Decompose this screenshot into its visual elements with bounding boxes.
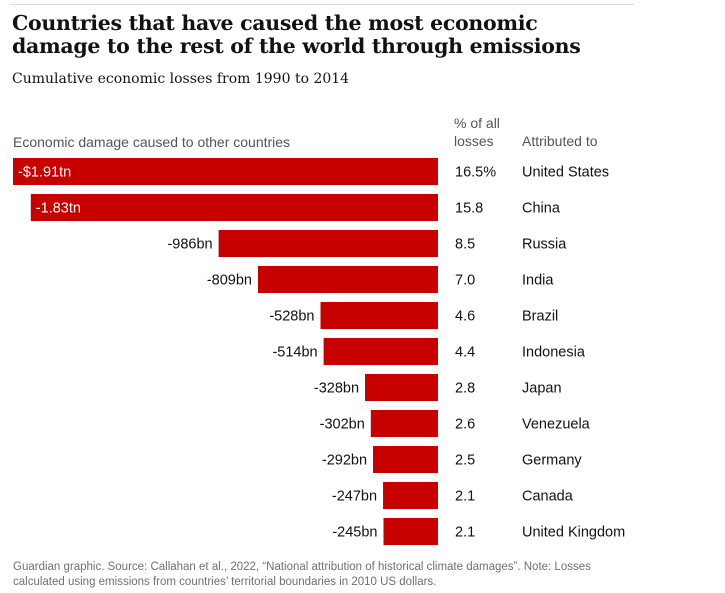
percent-label: 2.8	[455, 381, 475, 397]
value-label: -514bn	[272, 345, 317, 361]
percent-label: 16.5%	[455, 165, 496, 181]
country-label: Canada	[522, 489, 574, 505]
damage-column-header: Economic damage caused to other countrie…	[13, 134, 291, 150]
bar-canada	[383, 482, 438, 509]
bar-venezuela	[370, 410, 438, 437]
value-label: -328bn	[314, 381, 359, 397]
country-label: Russia	[522, 237, 567, 253]
bar-russia	[218, 230, 438, 257]
percent-label: 2.1	[455, 525, 475, 541]
value-label: -247bn	[332, 489, 377, 505]
country-label: China	[522, 201, 561, 217]
value-label: -809bn	[207, 273, 252, 289]
bar-brazil	[320, 302, 438, 329]
bar-chart: -$1.91tn 16.5% United States -1.83tn 15.8 Chi…	[13, 158, 625, 545]
percent-label: 2.1	[455, 489, 475, 505]
country-label: United States	[522, 165, 609, 181]
value-label: -$1.91tn	[18, 165, 71, 181]
top-rule	[10, 4, 634, 5]
percent-column-header: % of all losses	[454, 115, 500, 149]
value-label: -528bn	[269, 309, 314, 325]
value-label: -302bn	[320, 417, 365, 433]
percent-label: 4.6	[455, 309, 475, 325]
country-label: Japan	[522, 381, 562, 397]
bar-india	[257, 266, 438, 293]
country-label: Brazil	[522, 309, 558, 325]
value-label: -1.83tn	[36, 201, 81, 217]
bar-indonesia	[323, 338, 438, 365]
chart-footer: Guardian graphic. Source: Callahan et al…	[13, 561, 591, 588]
percent-label: 7.0	[455, 273, 475, 289]
attributed-column-header: Attributed to	[522, 133, 598, 149]
percent-label: 2.5	[455, 453, 475, 469]
bar-united-states	[13, 158, 438, 185]
bar-united-kingdom	[383, 518, 438, 545]
percent-label: 8.5	[455, 237, 475, 253]
bar-germany	[373, 446, 438, 473]
country-label: Germany	[522, 453, 582, 469]
country-label: Indonesia	[522, 345, 586, 361]
country-label: United Kingdom	[522, 525, 625, 541]
chart-subtitle: Cumulative economic losses from 1990 to …	[12, 71, 350, 87]
percent-label: 4.4	[455, 345, 475, 361]
bar-japan	[365, 374, 438, 401]
value-label: -986bn	[167, 237, 212, 253]
value-label: -292bn	[322, 453, 367, 469]
bar-china	[30, 194, 438, 221]
percent-label: 2.6	[455, 417, 475, 433]
chart-title: Countries that have caused the most econ…	[12, 11, 581, 58]
value-label: -245bn	[332, 525, 377, 541]
country-label: Venezuela	[522, 417, 591, 433]
percent-label: 15.8	[455, 201, 483, 217]
country-label: India	[522, 273, 554, 289]
